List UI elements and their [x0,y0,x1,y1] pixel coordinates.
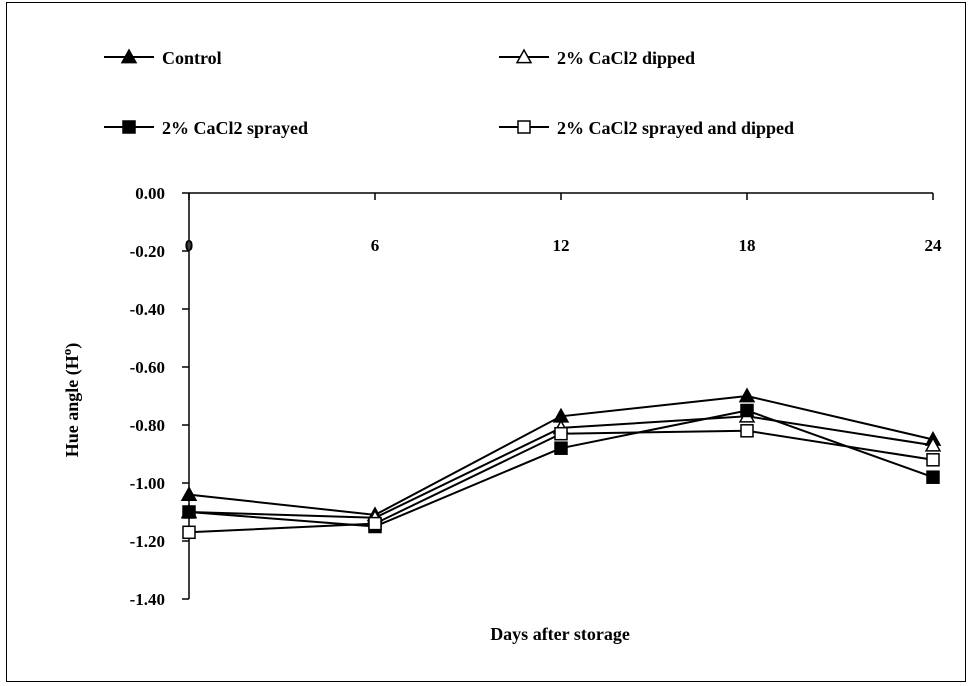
y-axis-label: Hue angle (Ho) [59,343,83,458]
y-tick-label: 0.00 [135,184,165,203]
legend-marker [120,48,138,64]
y-axis-label-close: ) [62,343,83,349]
axes: 0.00 -0.20 -0.40 -0.60 -0.80 -1.00 -1.20 -1.40 0… [130,184,942,609]
x-axis-label: Days after storage [490,624,630,644]
x-tick-label: 18 [739,236,756,255]
legend-marker [122,120,136,134]
data-point-series-4 [182,525,196,540]
legend: Control 2% CaCl2 dipped 2% CaCl2 sprayed 2%… [104,48,794,138]
data-point-series-3 [554,441,568,455]
data-point-series-3 [926,470,940,484]
x-tick-label: 12 [553,236,570,255]
legend-label: Control [162,48,222,68]
legend-marker [515,48,533,64]
data-point-series-2 [924,436,942,452]
x-tick-label: 24 [925,236,943,255]
data-point-series-1 [738,387,756,403]
data-point-series-3 [182,505,196,519]
data-point-series-1 [180,486,198,501]
legend-label: 2% CaCl2 sprayed [162,118,308,138]
y-tick-label: -1.20 [130,532,165,551]
y-axis-label-sup: o [59,349,74,356]
y-tick-label: -0.80 [130,416,165,435]
legend-marker [517,120,531,134]
x-tick-label: 6 [371,236,380,255]
data-point-series-4 [554,426,568,441]
data-point-series-4 [368,516,382,531]
legend-label: 2% CaCl2 dipped [557,48,695,68]
y-axis-label-main: Hue angle (H [62,355,83,457]
legend-label: 2% CaCl2 sprayed and dipped [557,118,794,138]
data-point-series-3 [740,403,754,418]
series-group [180,387,942,540]
y-tick-label: -0.20 [130,242,165,261]
y-tick-label: -0.60 [130,358,165,377]
y-tick-label: -0.40 [130,300,165,319]
x-tick-label: 0 [185,236,194,255]
data-point-series-4 [926,453,940,467]
chart-frame [6,2,966,682]
y-tick-label: -1.00 [130,474,165,493]
data-point-series-4 [740,424,754,438]
y-tick-label: -1.40 [130,590,165,609]
